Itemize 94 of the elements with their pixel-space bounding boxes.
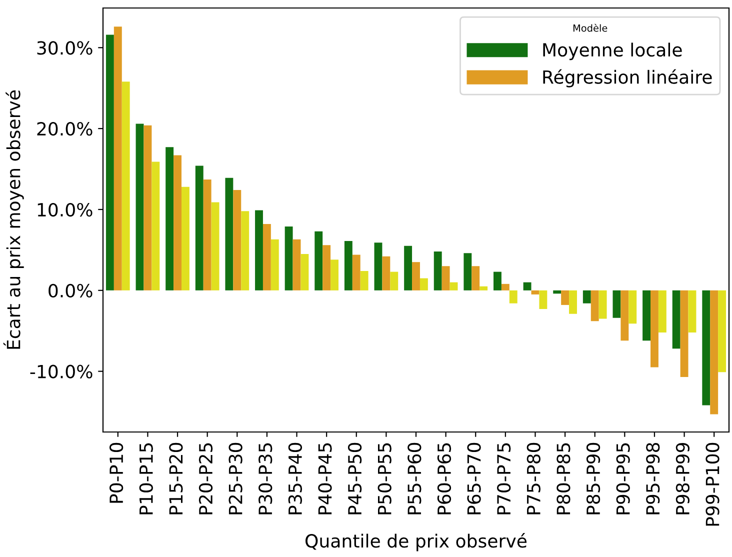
x-tick-label: P95-P98 — [646, 442, 660, 514]
bar — [523, 282, 532, 290]
bar — [182, 186, 190, 290]
bar — [390, 272, 398, 290]
x-tick-label: P35-P40 — [288, 442, 302, 514]
y-tick-label: 10.0% — [38, 202, 92, 217]
bar — [434, 252, 442, 290]
x-tick-label: P15-P20 — [169, 442, 183, 514]
x-tick-label: P50-P55 — [378, 443, 392, 514]
bar — [620, 290, 629, 341]
bar — [494, 272, 502, 290]
bar — [241, 211, 250, 290]
bar — [531, 290, 540, 294]
bar — [442, 266, 450, 290]
x-tick-label: P65-P70 — [467, 442, 481, 514]
x-axis-title: Quantile de prix observé — [306, 533, 527, 552]
bar — [233, 190, 242, 290]
bar — [680, 290, 688, 377]
bar — [284, 226, 293, 290]
x-tick-label: P98-P99 — [676, 442, 690, 514]
bar — [314, 231, 323, 290]
bar — [628, 290, 637, 324]
bar — [374, 242, 382, 290]
bar — [122, 82, 130, 290]
bar — [106, 34, 114, 290]
x-tick-label: P55-P60 — [408, 442, 422, 514]
x-tick-label: P70-P75 — [497, 443, 511, 514]
legend-label: Moyenne locale — [543, 42, 682, 60]
legend-label: Régression linéaire — [543, 69, 712, 88]
bar — [360, 270, 368, 290]
bar — [330, 260, 338, 290]
bar — [480, 286, 488, 290]
bar — [710, 290, 718, 414]
bar — [344, 241, 352, 290]
bar — [650, 290, 658, 368]
bar — [569, 290, 577, 314]
x-tick-label: P75-P80 — [526, 442, 540, 514]
bar — [152, 162, 160, 290]
x-tick-label: P20-P25 — [198, 443, 213, 514]
bar — [612, 290, 621, 318]
bar — [174, 155, 182, 290]
bar — [211, 202, 220, 290]
legend-title: Modèle — [573, 24, 608, 32]
bar — [561, 290, 570, 305]
bar — [322, 245, 331, 290]
bar — [450, 282, 458, 290]
bar — [352, 254, 360, 290]
bar — [718, 290, 726, 372]
bar — [412, 262, 420, 290]
y-tick-label: 0.0% — [48, 284, 92, 298]
y-tick-label: -10.0% — [30, 364, 92, 378]
x-tick-label: P99-P100 — [706, 442, 720, 526]
bar — [598, 290, 607, 319]
bar — [420, 278, 428, 290]
x-tick-label: P25-P30 — [228, 442, 242, 514]
bar — [472, 266, 480, 290]
x-tick-label: P10-P15 — [139, 443, 153, 514]
bar — [404, 246, 412, 290]
y-axis-title: Écart au prix moyen observé — [3, 90, 24, 349]
bar — [166, 147, 174, 290]
bar — [195, 166, 204, 290]
bar — [225, 178, 234, 290]
x-tick-label: P0-P10 — [109, 442, 124, 503]
x-tick-label: P30-P35 — [258, 443, 272, 514]
bar — [509, 290, 518, 304]
x-tick-label: P60-P65 — [437, 443, 452, 514]
bar — [702, 290, 710, 406]
bar — [582, 290, 591, 304]
bar — [672, 290, 680, 349]
bar — [292, 239, 301, 290]
bar — [590, 290, 599, 322]
bar — [501, 284, 510, 290]
y-tick-label: 30.0% — [37, 41, 92, 55]
x-tick-label: P85-P90 — [586, 442, 600, 514]
bar — [203, 180, 212, 290]
bar — [300, 254, 309, 290]
bar — [642, 290, 650, 341]
bar — [114, 26, 122, 290]
y-tick-label: 20.0% — [37, 122, 92, 136]
bar — [262, 224, 271, 290]
bar — [464, 253, 472, 290]
x-tick-label: P80-P85 — [556, 443, 570, 514]
x-tick-label: P45-P50 — [348, 442, 362, 514]
bar — [553, 290, 562, 294]
x-tick-label: P40-P45 — [318, 443, 332, 514]
bar — [382, 256, 390, 290]
bar — [688, 290, 696, 332]
x-tick-label: P90-P95 — [616, 443, 630, 514]
bar — [144, 125, 152, 290]
bar — [270, 239, 279, 290]
bar — [539, 290, 548, 310]
bar — [255, 210, 263, 290]
bar — [136, 124, 144, 290]
bar — [658, 290, 666, 332]
